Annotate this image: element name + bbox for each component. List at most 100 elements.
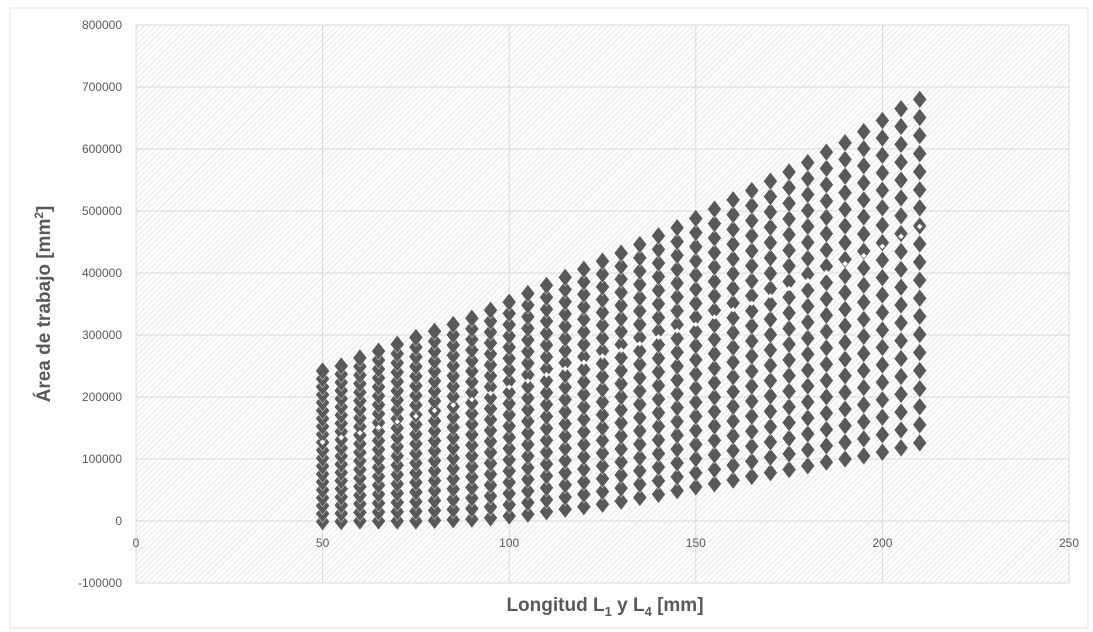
data-point [725, 205, 741, 224]
data-point [613, 465, 629, 485]
data-point [688, 350, 704, 370]
data-point [669, 412, 685, 431]
data-point [875, 145, 890, 165]
data-point [837, 166, 853, 186]
data-point [912, 325, 928, 344]
data-point [613, 413, 629, 433]
data-point [483, 486, 498, 506]
data-point [464, 319, 480, 339]
data-point [800, 233, 816, 252]
data-point [781, 178, 797, 198]
data-point [669, 218, 685, 238]
data-point [464, 456, 480, 476]
data-point [707, 272, 722, 291]
data-point [893, 349, 909, 369]
data-points [315, 89, 928, 532]
data-point [725, 190, 741, 210]
data-point [408, 511, 424, 531]
highlight-point [431, 407, 438, 414]
x-tick-label: 100 [499, 536, 519, 550]
data-point [557, 304, 573, 324]
data-point [837, 299, 853, 319]
data-point [725, 308, 741, 328]
data-point [613, 322, 629, 341]
highlight-point [860, 252, 867, 259]
data-point [651, 280, 666, 300]
data-point [371, 341, 386, 361]
data-point [445, 366, 461, 386]
y-tick-label: 0 [115, 514, 122, 528]
data-point [744, 436, 760, 456]
data-point [763, 355, 778, 375]
data-point [651, 484, 666, 504]
data-point [669, 356, 685, 376]
data-point [483, 344, 498, 364]
data-point [539, 335, 554, 355]
data-point [893, 313, 909, 333]
data-point [912, 361, 928, 380]
data-point [520, 481, 536, 501]
highlight-point [898, 233, 904, 240]
data-point [688, 251, 704, 271]
data-point [576, 272, 592, 292]
data-point [875, 355, 890, 375]
data-point [688, 322, 704, 341]
data-point [688, 209, 704, 228]
data-point [819, 289, 834, 309]
y-tick-label: 400000 [82, 266, 122, 280]
data-point [539, 359, 554, 379]
data-point [837, 432, 853, 452]
data-point [800, 296, 816, 316]
data-point [445, 448, 461, 468]
data-point [856, 327, 872, 346]
data-point [781, 428, 797, 448]
data-point [800, 376, 816, 396]
data-point [557, 365, 573, 385]
data-point [707, 445, 722, 465]
data-point [781, 319, 797, 338]
data-point [632, 408, 648, 427]
data-point [725, 352, 741, 372]
data-point [445, 315, 461, 334]
data-point [464, 488, 480, 508]
data-point [837, 249, 853, 269]
data-point [856, 309, 872, 329]
data-point [912, 306, 928, 326]
data-point [837, 233, 853, 253]
data-point [819, 224, 834, 244]
data-point [595, 302, 610, 322]
data-point [613, 374, 629, 394]
data-point [707, 286, 722, 306]
data-point [520, 295, 536, 315]
data-point [800, 440, 816, 460]
data-point [445, 376, 461, 396]
data-point [651, 294, 666, 314]
data-point [800, 328, 816, 348]
data-point [595, 264, 610, 284]
data-point [595, 354, 610, 373]
data-point [819, 436, 834, 456]
highlight-point [525, 378, 531, 384]
data-point [595, 366, 610, 386]
data-point [651, 457, 666, 477]
data-point [576, 259, 592, 279]
data-point [688, 463, 704, 483]
data-point [595, 251, 610, 271]
data-point [557, 402, 573, 421]
data-point [725, 337, 741, 357]
data-point [669, 315, 685, 334]
data-point [501, 484, 517, 503]
data-point [595, 315, 610, 335]
data-point [875, 285, 890, 305]
data-point [651, 376, 666, 395]
data-point [856, 361, 872, 380]
data-point [819, 403, 834, 423]
data-point [464, 404, 480, 423]
data-point [613, 439, 629, 459]
data-point [912, 198, 928, 218]
data-point [688, 406, 704, 426]
data-point [613, 309, 629, 328]
data-point [427, 331, 442, 351]
data-point [669, 425, 685, 445]
data-point [912, 433, 928, 453]
